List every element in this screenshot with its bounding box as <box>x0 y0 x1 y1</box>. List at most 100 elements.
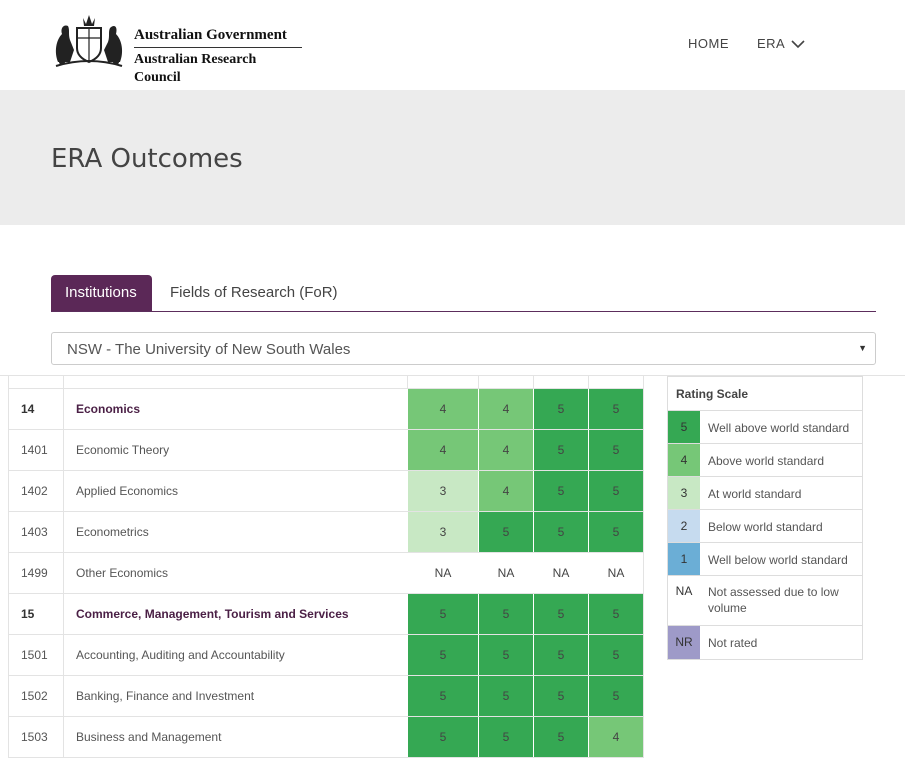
legend-item: NA Not assessed due to low volume <box>668 576 862 626</box>
legend-item: 5 Well above world standard <box>668 411 862 444</box>
rating-cell: NA <box>407 553 478 593</box>
rating-cell: 5 <box>478 676 533 716</box>
nav-era-dropdown[interactable]: ERA <box>757 36 805 51</box>
table-row: 1503 Business and Management 5 5 5 4 <box>8 717 644 758</box>
rating-cell: 5 <box>588 635 644 675</box>
table-body: 14 Economics 4 4 5 5 1401 Economic Theory 4 4 5 5 14… <box>8 389 644 758</box>
legend-label: At world standard <box>708 487 802 501</box>
legend-item: 2 Below world standard <box>668 510 862 543</box>
rating-cell: 5 <box>533 512 588 552</box>
chevron-down-icon <box>791 39 805 48</box>
legend-swatch: 3 <box>668 477 700 509</box>
field-name: Other Economics <box>76 566 169 580</box>
rating-cell: 4 <box>407 430 478 470</box>
legend-label: Well above world standard <box>708 421 850 435</box>
institution-select[interactable]: NSW - The University of New South Wales … <box>51 332 876 365</box>
rating-cell: 5 <box>588 594 644 634</box>
legend-swatch: 2 <box>668 510 700 542</box>
rating-cell: 5 <box>407 594 478 634</box>
legend-item: 1 Well below world standard <box>668 543 862 576</box>
legend-item: NR Not rated <box>668 626 862 659</box>
rating-cell: 5 <box>407 635 478 675</box>
for-code: 15 <box>8 594 64 634</box>
arc-logo[interactable]: Australian Government Australian Researc… <box>50 12 305 85</box>
caret-down-icon: ▼ <box>858 343 867 353</box>
table-row: 14 Economics 4 4 5 5 <box>8 389 644 430</box>
legend-item: 3 At world standard <box>668 477 862 510</box>
tab-institutions[interactable]: Institutions <box>51 275 152 311</box>
for-code: 1401 <box>8 430 64 470</box>
field-name: Economics <box>76 402 141 416</box>
rating-cell: 4 <box>478 471 533 511</box>
for-code: 1403 <box>8 512 64 552</box>
page-banner: ERA Outcomes <box>0 90 905 225</box>
rating-cell: 5 <box>533 389 588 429</box>
legend-label: Not rated <box>708 636 758 650</box>
rating-cell: 3 <box>407 512 478 552</box>
legend-item: 4 Above world standard <box>668 444 862 477</box>
rating-cell: 4 <box>588 717 644 757</box>
legend-swatch: 1 <box>668 543 700 575</box>
rating-cell: 4 <box>407 389 478 429</box>
rating-cell: 5 <box>478 635 533 675</box>
rating-cell: 5 <box>588 512 644 552</box>
legend-swatch: NR <box>668 626 700 659</box>
table-row: 1501 Accounting, Auditing and Accountabil… <box>8 635 644 676</box>
table-row: 1401 Economic Theory 4 4 5 5 <box>8 430 644 471</box>
legend-label: Well below world standard <box>708 553 848 567</box>
legend-label: Below world standard <box>708 520 823 534</box>
field-name: Accounting, Auditing and Accountability <box>76 648 285 662</box>
field-name: Business and Management <box>76 730 222 744</box>
for-code: 1402 <box>8 471 64 511</box>
rating-cell: 5 <box>478 717 533 757</box>
rating-cell: 5 <box>588 676 644 716</box>
ratings-table: 14 Economics 4 4 5 5 1401 Economic Theory 4 4 5 5 14… <box>8 376 644 758</box>
for-code: 1503 <box>8 717 64 757</box>
rating-cell: 5 <box>533 676 588 716</box>
rating-cell: 5 <box>588 471 644 511</box>
field-name: Banking, Finance and Investment <box>76 689 255 703</box>
rating-cell: NA <box>588 553 644 593</box>
field-name: Econometrics <box>76 525 149 539</box>
table-row: 1402 Applied Economics 3 4 5 5 <box>8 471 644 512</box>
coat-of-arms-icon <box>55 15 123 67</box>
rating-cell: NA <box>533 553 588 593</box>
rating-cell: 4 <box>478 430 533 470</box>
org-name-line2: Australian Research Council <box>134 52 257 85</box>
legend-swatch: NA <box>668 576 700 625</box>
field-name: Economic Theory <box>76 443 170 457</box>
for-code: 1502 <box>8 676 64 716</box>
legend-title: Rating Scale <box>668 377 862 411</box>
rating-cell: 3 <box>407 471 478 511</box>
rating-cell: 5 <box>478 594 533 634</box>
nav-home-link[interactable]: HOME <box>688 36 729 51</box>
rating-cell: 4 <box>478 389 533 429</box>
legend-swatch: 4 <box>668 444 700 476</box>
rating-cell: 5 <box>533 430 588 470</box>
for-code: 1501 <box>8 635 64 675</box>
rating-cell: NA <box>478 553 533 593</box>
for-code: 1499 <box>8 553 64 593</box>
org-name-line1: Australian Government <box>134 26 302 48</box>
legend-swatch: 5 <box>668 411 700 443</box>
rating-cell: 5 <box>478 512 533 552</box>
rating-cell: 5 <box>533 594 588 634</box>
table-row: 1499 Other Economics NA NA NA NA <box>8 553 644 594</box>
table-row: 15 Commerce, Management, Tourism and Serv… <box>8 594 644 635</box>
rating-cell: 5 <box>407 717 478 757</box>
tab-fields-of-research[interactable]: Fields of Research (FoR) <box>170 284 338 301</box>
site-header: Australian Government Australian Researc… <box>0 0 905 90</box>
institution-select-value: NSW - The University of New South Wales <box>67 341 351 358</box>
divider <box>0 375 905 376</box>
rating-cell: 5 <box>588 430 644 470</box>
rating-cell: 5 <box>407 676 478 716</box>
rating-cell: 5 <box>533 635 588 675</box>
rating-cell: 5 <box>533 717 588 757</box>
rating-scale-legend: Rating Scale 5 Well above world standard 4… <box>667 376 863 660</box>
field-name: Commerce, Management, Tourism and Servic… <box>76 607 349 621</box>
page-title: ERA Outcomes <box>51 144 243 174</box>
for-code: 14 <box>8 389 64 429</box>
legend-label: Above world standard <box>708 454 825 468</box>
legend-label: Not assessed due to low volume <box>708 585 839 615</box>
field-name: Applied Economics <box>76 484 179 498</box>
